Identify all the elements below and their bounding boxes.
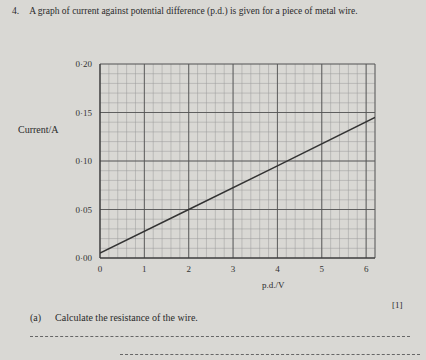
svg-text:0·15: 0·15 [76,108,93,118]
html-text:4.: 4. [12,6,20,16]
svg-text:5: 5 [320,264,325,274]
svg-text:6: 6 [364,264,369,274]
html-text:Current/A: Current/A [18,124,59,135]
svg-text:0·05: 0·05 [76,205,93,215]
svg-text:3: 3 [231,264,236,274]
html-text:[1]: [1] [392,300,403,310]
svg-text:2: 2 [186,264,191,274]
html-text:(a): (a) [30,312,42,323]
svg-text:0·00: 0·00 [76,253,93,263]
html-text:Calculate the resistance of th: Calculate the resistance of the wire. [55,312,198,323]
svg-text:1: 1 [142,264,147,274]
svg-text:0·10: 0·10 [76,156,93,166]
html-text:A graph of current against pot: A graph of current against potential dif… [29,6,358,16]
html-text:p.d./V: p.d./V [262,280,285,290]
svg-text:0: 0 [98,264,103,274]
svg-text:0·20: 0·20 [76,59,93,69]
svg-text:4: 4 [275,264,280,274]
